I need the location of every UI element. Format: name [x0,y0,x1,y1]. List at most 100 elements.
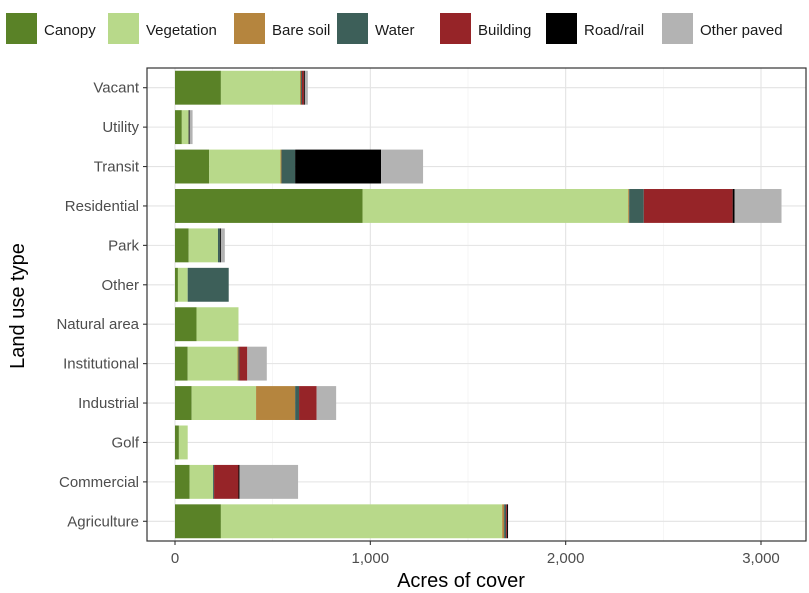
y-tick-label-agriculture: Agriculture [67,513,139,530]
plot-area [146,67,807,542]
y-tick-label-natural-area: Natural area [56,316,139,333]
bar-segment-vacant-other-paved [304,70,308,105]
x-tick-label: 0 [171,550,179,567]
bar-segment-residential-other-paved [734,189,782,223]
bar-segment-golf-vegetation [178,425,188,460]
bar-segment-institutional-canopy [175,346,188,381]
legend-key-other-paved [662,13,693,44]
bar-segment-transit-bare-soil [280,149,282,184]
bar-segment-utility-other-paved [189,110,193,145]
legend-label-road-rail: Road/rail [584,22,644,39]
bar-segment-transit-canopy [175,149,210,184]
x-tick-label: 3,000 [742,550,780,567]
x-axis: 0 1,000 2,000 3,000 [171,541,780,567]
legend-key-water [337,13,368,44]
bar-segment-utility-road-rail [188,110,190,145]
x-tick-label: 1,000 [352,550,390,567]
legend-label-building: Building [478,22,531,39]
bar-segment-agriculture-road-rail [507,504,509,539]
bar-segment-other-canopy [175,267,178,302]
bar-segment-utility-vegetation [181,110,189,145]
bar-segment-park-other-paved [220,228,225,263]
legend-key-vegetation [108,13,139,44]
y-tick-label-utility: Utility [102,119,139,136]
bar-segment-transit-water [281,149,296,184]
y-tick-label-commercial: Commercial [59,474,139,491]
bar-segment-vacant-bare-soil [300,70,301,105]
bar-segment-commercial-building [214,464,239,499]
bar-segment-golf-canopy [175,425,179,460]
bar-segment-agriculture-building [506,504,508,539]
y-tick-label-industrial: Industrial [78,395,139,412]
bar-segment-vacant-canopy [175,70,221,105]
bar-segment-residential-road-rail [732,189,735,223]
bar-segment-residential-building [643,189,733,223]
bar-segment-transit-other-paved [381,149,424,184]
bar-segment-agriculture-bare-soil [502,504,505,539]
bar-segment-other-water [187,267,229,302]
bar-segment-vacant-building [301,70,304,105]
bar-segment-institutional-water [238,346,240,381]
bar-segment-vacant-road-rail [303,70,305,105]
bar-segment-park-vegetation [188,228,218,263]
bar-segment-industrial-vegetation [191,386,257,420]
y-tick-label-other: Other [101,277,139,294]
bar-segment-other-vegetation [177,267,188,302]
bars [175,70,782,539]
bar-segment-institutional-vegetation [187,346,238,381]
legend-label-canopy: Canopy [44,22,96,39]
bar-segment-institutional-other-paved [247,346,267,381]
legend-key-bare-soil [234,13,265,44]
y-axis-title: Land use type [7,243,29,369]
bar-segment-industrial-water [295,386,300,420]
bar-segment-institutional-building [239,346,248,381]
bar-segment-industrial-bare-soil [256,386,296,420]
bar-segment-commercial-other-paved [239,464,299,499]
bar-segment-commercial-canopy [175,464,190,499]
y-tick-label-institutional: Institutional [63,356,139,373]
bar-segment-vacant-water [300,70,302,105]
y-tick-label-park: Park [108,237,139,254]
y-tick-label-golf: Golf [111,434,139,451]
bar-segment-vacant-vegetation [220,70,301,105]
bar-segment-industrial-other-paved [316,386,337,420]
plot-border [146,67,807,542]
bar-segment-agriculture-vegetation [220,504,503,539]
y-tick-label-transit: Transit [94,159,140,176]
bar-segment-residential-bare-soil [628,189,630,223]
bar-segment-residential-canopy [175,189,363,223]
bar-segment-commercial-road-rail [238,464,240,499]
bar-segment-park-road-rail [219,228,221,263]
bar-segment-natural-area-vegetation [196,307,239,342]
bar-segment-agriculture-water [504,504,507,539]
legend-label-vegetation: Vegetation [146,22,217,39]
plot-background [147,68,806,541]
legend-label-water: Water [375,22,414,39]
bar-segment-residential-vegetation [362,189,629,223]
bar-segment-residential-water [629,189,644,223]
legend-key-canopy [6,13,37,44]
bar-segment-park-canopy [175,228,189,263]
legend-key-road-rail [546,13,577,44]
chart-legend: Canopy Vegetation Bare soil Water Building Ro… [6,13,783,44]
bar-segment-agriculture-canopy [175,504,221,539]
legend-key-building [440,13,471,44]
y-axis: Vacant Utility Transit Residential Park Other… [56,80,147,530]
bar-segment-industrial-building [299,386,317,420]
legend-label-bare-soil: Bare soil [272,22,330,39]
bar-segment-transit-road-rail [295,149,382,184]
y-tick-label-vacant: Vacant [93,80,139,97]
bar-segment-transit-vegetation [209,149,281,184]
y-tick-label-residential: Residential [65,198,139,215]
bar-segment-commercial-vegetation [189,464,214,499]
bar-segment-park-water [217,228,220,263]
bar-segment-natural-area-canopy [175,307,197,342]
bar-segment-utility-canopy [175,110,182,145]
bar-segment-industrial-canopy [175,386,192,420]
bar-segment-institutional-bare-soil [237,346,239,381]
x-axis-title: Acres of cover [397,570,525,592]
legend-label-other-paved: Other paved [700,22,783,39]
bar-segment-commercial-water [213,464,215,499]
x-tick-label: 2,000 [547,550,585,567]
